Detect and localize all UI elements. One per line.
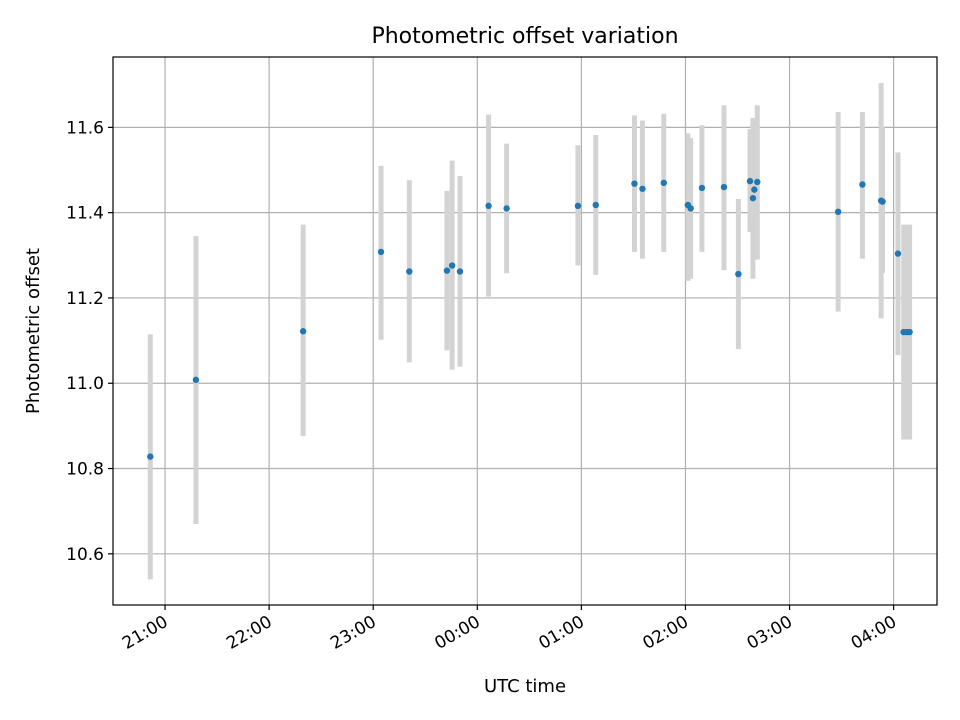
data-point	[574, 202, 582, 210]
data-point	[443, 267, 451, 274]
data-point	[735, 270, 742, 278]
data-point	[456, 268, 464, 275]
plot-frame	[112, 56, 938, 606]
y-tick-label: 11.2	[66, 289, 104, 309]
data-point	[751, 186, 758, 193]
data-point	[639, 185, 646, 192]
y-tick-label: 10.6	[66, 545, 104, 565]
data-point	[660, 179, 667, 187]
data-point	[879, 198, 886, 205]
data-point	[894, 250, 902, 257]
data-point	[406, 268, 413, 275]
data-point	[698, 184, 706, 192]
data-point	[377, 248, 385, 256]
data-point	[503, 205, 510, 212]
chart-title: Photometric offset variation	[371, 24, 678, 49]
data-point	[834, 208, 842, 216]
y-tick-label: 11.6	[66, 118, 104, 138]
y-tick-label: 10.8	[66, 460, 104, 480]
data-point	[687, 205, 694, 212]
data-point	[746, 177, 754, 185]
data-point	[720, 183, 728, 191]
data-point	[859, 181, 866, 188]
data-point	[906, 328, 913, 336]
y-tick-label: 11.4	[66, 204, 104, 224]
data-point	[754, 178, 761, 186]
data-points	[147, 177, 913, 460]
y-axis: 10.6 10.8 11.0 11.2 11.4 11.6	[66, 118, 113, 565]
x-axis-label: UTC time	[484, 676, 566, 697]
y-tick-label: 11.0	[66, 374, 104, 394]
data-point	[299, 328, 307, 335]
data-point	[592, 201, 599, 209]
data-point	[631, 180, 638, 187]
data-point	[147, 453, 154, 460]
y-axis-label: Photometric offset	[23, 248, 44, 414]
data-point	[485, 202, 492, 210]
data-point	[749, 194, 757, 202]
data-point	[192, 376, 200, 384]
data-point	[448, 262, 456, 269]
